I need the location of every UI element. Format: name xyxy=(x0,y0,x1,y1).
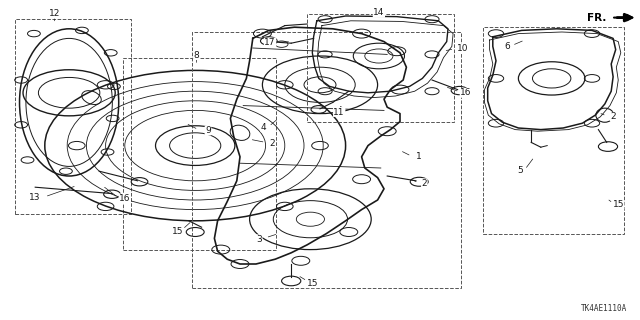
Text: FR.: FR. xyxy=(588,12,607,23)
Text: TK4AE1110A: TK4AE1110A xyxy=(581,304,627,313)
Bar xyxy=(15,19,131,214)
Text: 10: 10 xyxy=(457,44,468,53)
Text: 15: 15 xyxy=(307,279,318,288)
Text: 2: 2 xyxy=(422,179,427,188)
Text: 16: 16 xyxy=(460,88,472,97)
Text: 5: 5 xyxy=(517,166,522,175)
Text: 2: 2 xyxy=(269,139,275,148)
Text: 3: 3 xyxy=(257,235,262,244)
Text: 16: 16 xyxy=(119,194,131,203)
Text: 12: 12 xyxy=(49,9,60,18)
Text: 14: 14 xyxy=(373,8,385,17)
Text: 13: 13 xyxy=(29,193,41,202)
Text: 1: 1 xyxy=(416,152,421,161)
Text: 15: 15 xyxy=(172,227,184,236)
Bar xyxy=(192,32,461,288)
Text: 15: 15 xyxy=(612,200,624,209)
Bar xyxy=(123,58,276,250)
Text: 11: 11 xyxy=(333,108,345,116)
Bar xyxy=(483,27,624,234)
Bar xyxy=(307,14,454,122)
Text: 4: 4 xyxy=(261,123,266,132)
Text: 17: 17 xyxy=(264,38,276,47)
Text: 8: 8 xyxy=(194,51,199,60)
Text: 6: 6 xyxy=(505,42,510,51)
Text: 9: 9 xyxy=(205,126,211,135)
Text: 2: 2 xyxy=(611,112,616,121)
